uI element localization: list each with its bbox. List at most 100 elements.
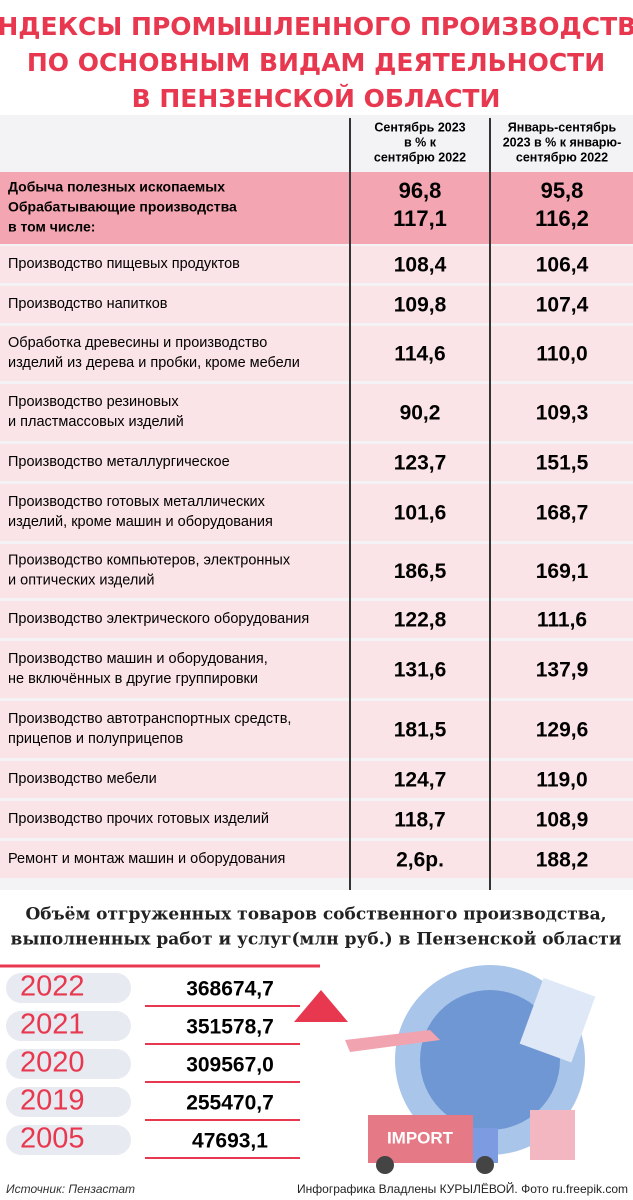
row-label: изделий из дерева и пробки, кроме мебели — [8, 355, 300, 371]
truck — [368, 1115, 473, 1163]
row-label: Производство напитков — [8, 296, 168, 312]
row-label: Производство металлургическое — [8, 454, 230, 470]
row-label: Производство машин и оборудования, — [8, 651, 268, 667]
year: 2019 — [20, 1085, 85, 1117]
row-value: 181,5 — [394, 719, 447, 742]
row-label: Производство автотранспортных средств, — [8, 711, 291, 727]
row-label: Производство прочих готовых изделий — [8, 811, 269, 827]
row-value: 101,6 — [394, 502, 447, 525]
year-bg — [6, 1125, 131, 1155]
summary-value: 117,1 — [393, 206, 447, 231]
row-value: 119,0 — [536, 769, 587, 792]
row-value: 90,2 — [400, 402, 441, 425]
row-value: 137,9 — [536, 659, 589, 682]
row-label: Обработка древесины и производство — [8, 335, 267, 351]
row-label: не включённых в другие группировки — [8, 671, 258, 687]
volume-title: Объём отгруженных товаров собственного п… — [25, 905, 606, 925]
globe-inner — [420, 990, 560, 1130]
row-label: Производство компьютеров, электронных — [8, 552, 291, 568]
row-value: 131,6 — [394, 659, 447, 682]
row-bg — [0, 444, 633, 481]
row-value: 168,7 — [536, 502, 589, 525]
row-value: 108,9 — [536, 809, 589, 832]
row-label: Производство мебели — [8, 771, 157, 787]
column-header: Сентябрь 2023 — [374, 120, 465, 134]
row-label: Ремонт и монтаж машин и оборудования — [8, 851, 285, 867]
row-value: 123,7 — [394, 452, 447, 475]
column-header: сентябрю 2022 — [374, 150, 466, 164]
row-bg — [0, 641, 633, 698]
row-value: 188,2 — [536, 849, 589, 872]
row-bg — [0, 326, 633, 381]
year-value: 255470,7 — [186, 1092, 274, 1115]
row-value: 2,6р. — [396, 849, 444, 872]
row-bg — [0, 801, 633, 838]
summary-value: 96,8 — [399, 178, 442, 203]
summary-label: Обрабатывающие производства — [8, 199, 237, 215]
row-label: Производство электрического оборудования — [8, 611, 309, 627]
row-value: 124,7 — [394, 769, 447, 792]
row-bg — [0, 701, 633, 758]
title-line: В ПЕНЗЕНСКОЙ ОБЛАСТИ — [132, 84, 501, 113]
row-label: Производство готовых металлических — [8, 494, 266, 510]
up-arrow — [294, 990, 348, 1022]
year: 2022 — [20, 971, 85, 1003]
summary-label: Добыча полезных ископаемых — [8, 179, 225, 195]
row-value: 122,8 — [394, 609, 447, 632]
plane — [345, 1030, 440, 1052]
row-value: 129,6 — [536, 719, 589, 742]
year: 2020 — [20, 1047, 85, 1079]
row-value: 169,1 — [536, 560, 589, 583]
volume-title: выполненных работ и услуг(млн руб.) в Пе… — [11, 930, 622, 950]
row-bg — [0, 761, 633, 798]
summary-label: в том числе: — [8, 219, 95, 235]
boxes — [530, 1110, 575, 1160]
year-bg — [6, 1011, 131, 1041]
row-bg — [0, 841, 633, 878]
truck-label: IMPORT — [387, 1128, 454, 1147]
row-value: 107,4 — [536, 294, 589, 317]
wheel — [476, 1156, 494, 1174]
wheel — [376, 1156, 394, 1174]
row-value: 109,3 — [536, 402, 589, 425]
row-value: 108,4 — [394, 254, 447, 277]
year-bg — [6, 1049, 131, 1079]
summary-row-bg — [0, 172, 633, 244]
row-bg — [0, 286, 633, 323]
year-value: 368674,7 — [186, 978, 274, 1001]
summary-value: 116,2 — [535, 206, 589, 231]
row-bg — [0, 544, 633, 598]
row-bg — [0, 246, 633, 283]
row-label: прицепов и полуприцепов — [8, 731, 183, 747]
summary-value: 95,8 — [541, 178, 584, 203]
column-header: Январь-сентябрь — [508, 120, 617, 134]
title-line: ИНДЕКСЫ ПРОМЫШЛЕННОГО ПРОИЗВОДСТВА — [0, 12, 633, 41]
year: 2021 — [20, 1009, 85, 1041]
row-label: изделий, кроме машин и оборудования — [8, 514, 273, 530]
year: 2005 — [20, 1123, 85, 1155]
column-header: сентябрю 2022 — [516, 150, 608, 164]
row-value: 106,4 — [536, 254, 589, 277]
row-value: 110,0 — [536, 343, 587, 366]
row-label: и оптических изделий — [8, 572, 155, 588]
year-value: 47693,1 — [192, 1130, 268, 1153]
row-bg — [0, 484, 633, 541]
column-header: в % к — [404, 135, 437, 149]
row-bg — [0, 384, 633, 441]
row-value: 186,5 — [394, 560, 447, 583]
row-label: Производство резиновых — [8, 394, 179, 410]
year-value: 309567,0 — [186, 1054, 274, 1077]
row-value: 151,5 — [536, 452, 589, 475]
row-value: 118,7 — [394, 809, 445, 832]
clipboard — [519, 977, 596, 1063]
row-value: 111,6 — [537, 609, 587, 632]
title-line: ПО ОСНОВНЫМ ВИДАМ ДЕЯТЕЛЬНОСТИ — [27, 48, 605, 77]
row-value: 109,8 — [394, 294, 447, 317]
year-bg — [6, 1087, 131, 1117]
row-bg — [0, 601, 633, 638]
row-value: 114,6 — [394, 343, 445, 366]
credit: Инфографика Владлены КУРЫЛЁВОЙ. Фото ru.… — [297, 1181, 628, 1196]
row-label: и пластмассовых изделий — [8, 414, 184, 430]
year-value: 351578,7 — [186, 1016, 274, 1039]
